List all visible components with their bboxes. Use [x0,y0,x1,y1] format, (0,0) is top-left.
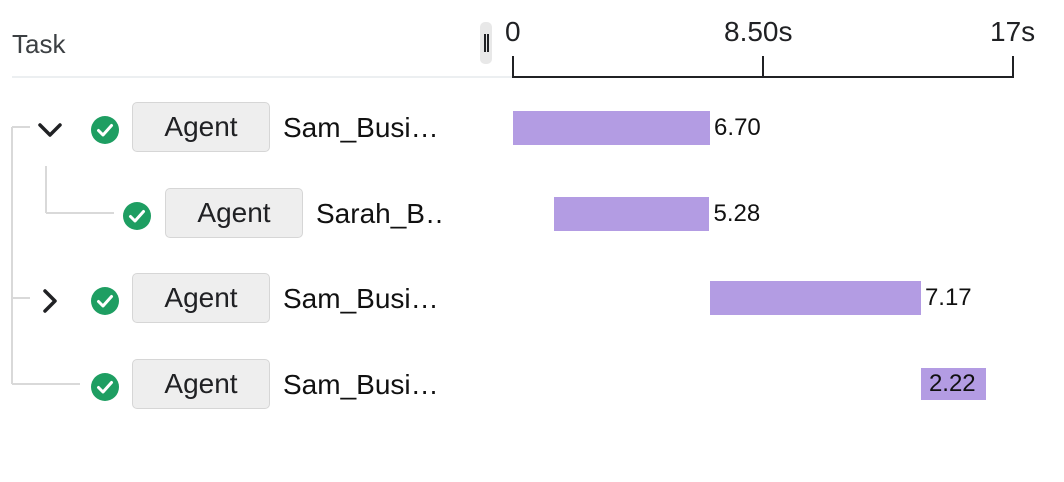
timeline-axis-lines [512,56,1014,78]
check-circle-icon [123,202,151,230]
check-circle-icon [91,287,119,315]
duration-label: 5.28 [713,200,761,227]
chevron-down-icon[interactable] [35,115,65,145]
agent-name: Sam_Busi… [283,112,439,143]
agent-name: Sam_Busi… [283,369,439,400]
column-resize-handle[interactable] [480,22,492,64]
task-row[interactable]: Agent Sam_Busi… [0,357,1064,417]
chevron-right-icon[interactable] [35,286,65,316]
agent-type-button[interactable]: Agent [132,359,270,409]
tree-connector-lines [11,126,114,385]
agent-name: Sarah_B… [316,198,446,229]
task-row[interactable]: Agent Sam_Busi… [0,100,1064,160]
duration-label: 7.17 [924,284,972,311]
timeline-tick-label-0: 0 [505,16,521,47]
header-divider [12,76,512,78]
duration-label: 2.22 [928,370,976,397]
agent-name: Sam_Busi… [283,283,439,314]
task-row[interactable]: Agent Sam_Busi… [0,271,1064,331]
task-column-header: Task [12,29,66,59]
agent-type-button[interactable]: Agent [132,273,270,323]
duration-bar[interactable] [710,281,921,315]
check-circle-icon [91,116,119,144]
duration-label: 6.70 [714,114,761,141]
agent-type-button[interactable]: Agent [132,102,270,152]
duration-bar[interactable] [554,197,710,231]
timeline-tick-label-1: 8.50s [724,16,793,47]
duration-bar[interactable] [920,368,987,400]
timeline-tick-label-2: 17s [990,16,1036,47]
check-circle-icon [91,373,119,401]
duration-bar[interactable] [513,111,711,145]
task-row[interactable]: Agent Sarah_B… [0,186,1064,246]
agent-type-button[interactable]: Agent [165,188,303,238]
